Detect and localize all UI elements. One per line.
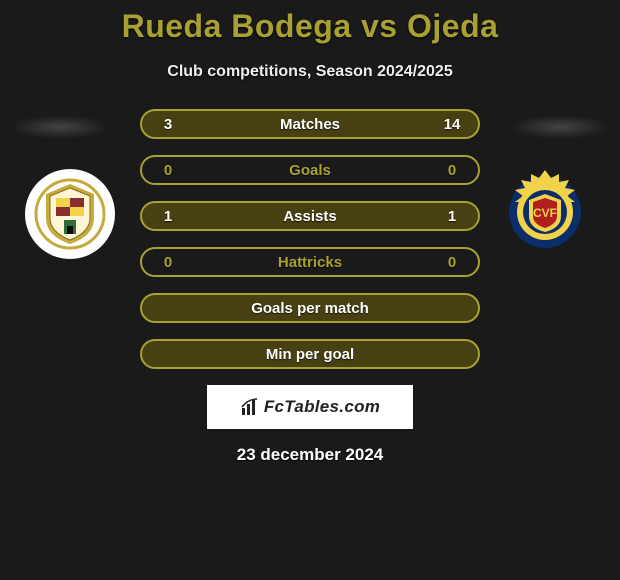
stat-rows: 3Matches140Goals01Assists10Hattricks0Goa… — [140, 109, 480, 369]
stat-value-left: 0 — [158, 162, 178, 179]
stat-label: Hattricks — [142, 254, 478, 271]
chart-icon — [240, 397, 260, 417]
branding-text: FcTables.com — [264, 397, 380, 417]
stat-row-goals: 0Goals0 — [140, 155, 480, 185]
team-crest-right: CVF — [500, 165, 590, 255]
stat-value-right: 0 — [442, 162, 462, 179]
crest-right-icon: CVF — [503, 168, 587, 252]
stat-value-left: 3 — [158, 116, 178, 133]
stat-value-right: 1 — [442, 208, 462, 225]
stat-row-goals-per-match: Goals per match — [140, 293, 480, 323]
stat-label: Goals per match — [142, 300, 478, 317]
stat-value-left: 1 — [158, 208, 178, 225]
player-shadow-right — [510, 115, 610, 139]
stat-row-assists: 1Assists1 — [140, 201, 480, 231]
stat-row-matches: 3Matches14 — [140, 109, 480, 139]
crest-left-icon — [34, 178, 106, 250]
stat-value-right: 0 — [442, 254, 462, 271]
comparison-panel: CVF 3Matches140Goals01Assists10Hattricks… — [0, 109, 620, 465]
player-shadow-left — [10, 115, 110, 139]
stat-label: Assists — [142, 208, 478, 225]
stat-label: Goals — [142, 162, 478, 179]
stat-row-min-per-goal: Min per goal — [140, 339, 480, 369]
branding-badge[interactable]: FcTables.com — [207, 385, 413, 429]
svg-text:CVF: CVF — [533, 206, 557, 220]
page-title: Rueda Bodega vs Ojeda — [0, 0, 620, 45]
subtitle: Club competitions, Season 2024/2025 — [0, 63, 620, 81]
stat-value-left: 0 — [158, 254, 178, 271]
date-text: 23 december 2024 — [0, 445, 620, 465]
team-crest-left — [25, 169, 115, 259]
stat-row-hattricks: 0Hattricks0 — [140, 247, 480, 277]
stat-value-right: 14 — [442, 116, 462, 133]
stat-label: Matches — [142, 116, 478, 133]
stat-label: Min per goal — [142, 346, 478, 363]
